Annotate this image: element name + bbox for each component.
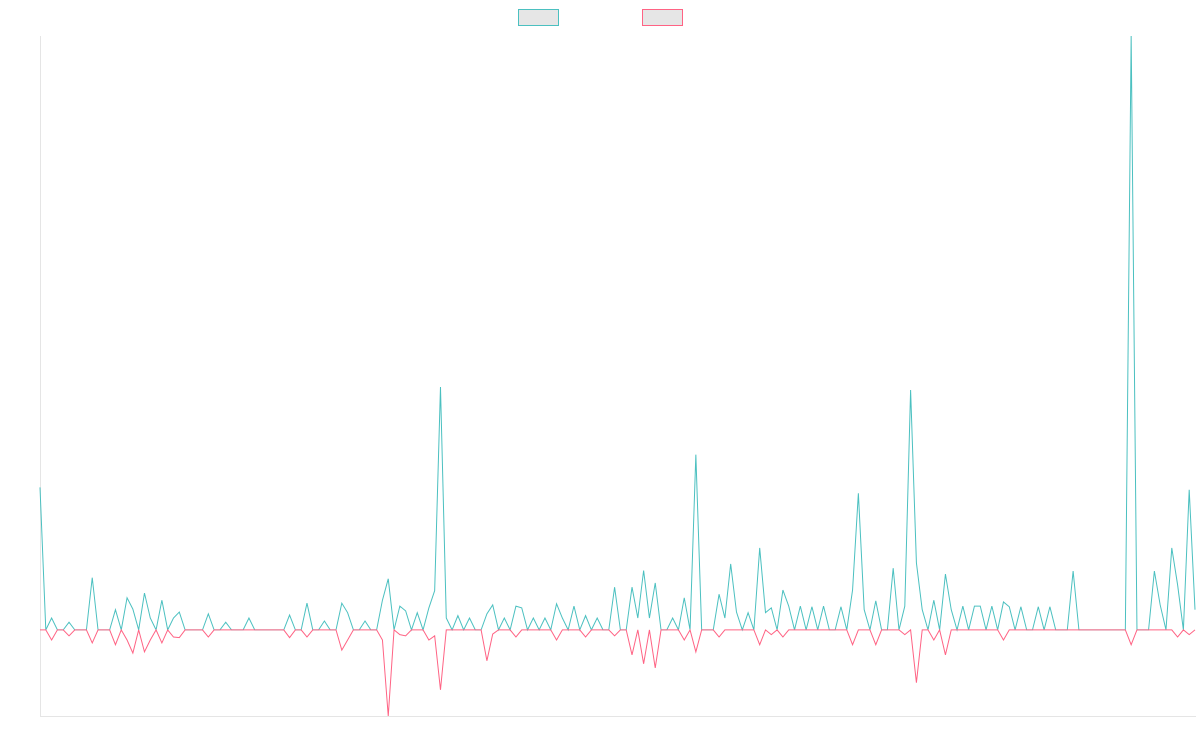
legend-swatch[interactable] <box>642 9 683 26</box>
series-line <box>39 35 1196 632</box>
legend-swatch[interactable] <box>518 9 559 26</box>
series-line <box>40 628 1196 717</box>
